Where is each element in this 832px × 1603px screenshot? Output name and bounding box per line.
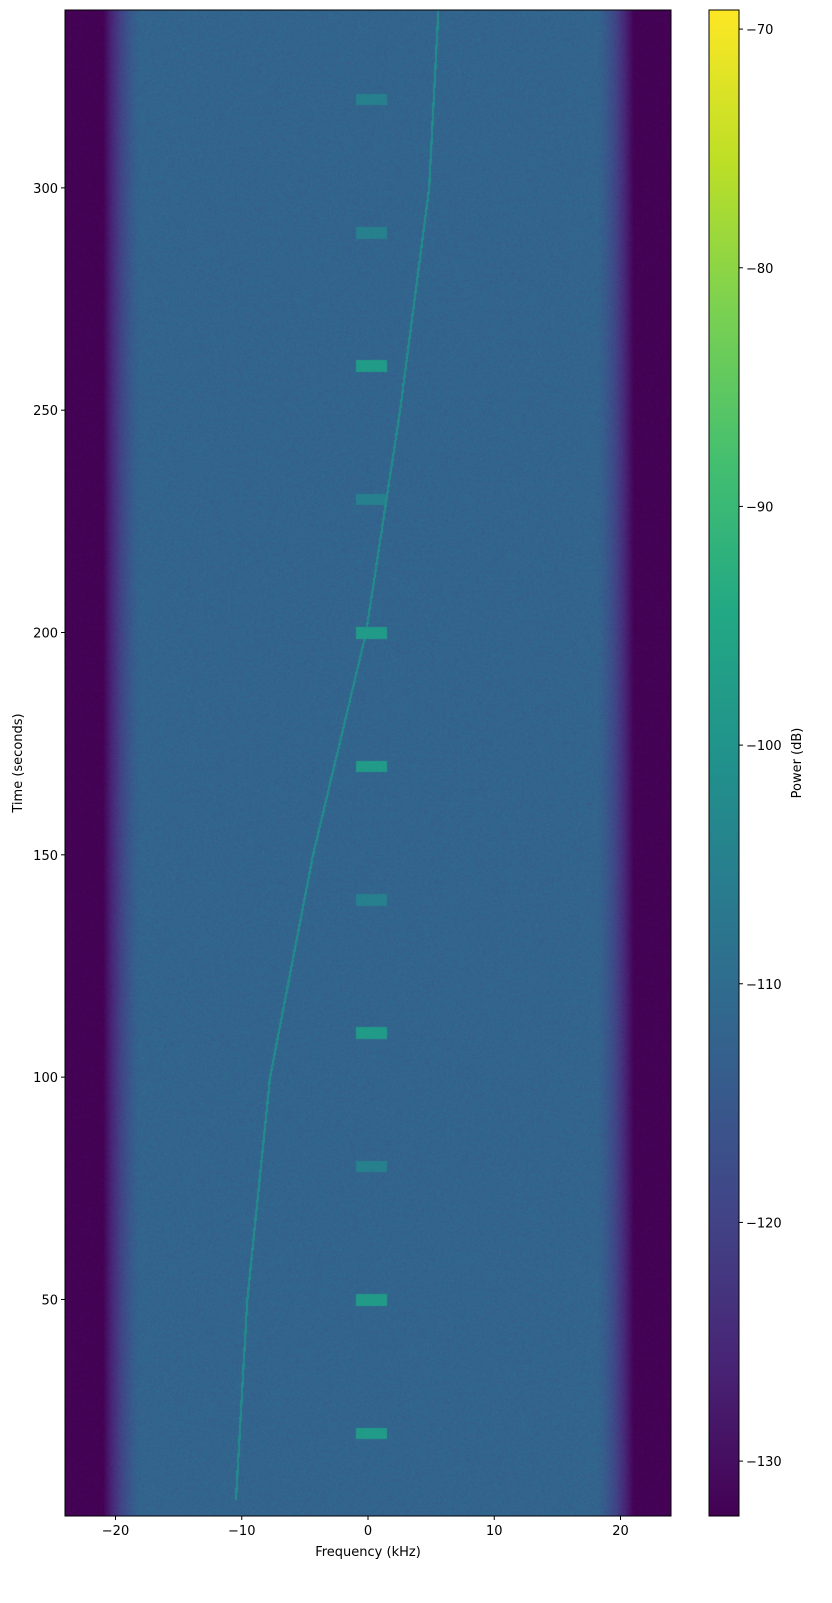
y-tick-label: 250: [33, 404, 58, 419]
colorbar-tick-label: −120: [746, 1216, 782, 1231]
x-tick-label: −20: [102, 1524, 129, 1539]
y-tick-label: 150: [33, 849, 58, 864]
y-axis-label: Time (seconds): [11, 713, 26, 813]
y-tick-label: 300: [33, 182, 58, 197]
x-tick-label: 0: [364, 1524, 372, 1539]
colorbar: [709, 10, 739, 1516]
colorbar-tick-label: −80: [746, 262, 773, 277]
x-axis-label: Frequency (kHz): [315, 1545, 421, 1560]
colorbar-tick-label: −130: [746, 1455, 782, 1470]
colorbar-tick-label: −90: [746, 500, 773, 515]
y-tick-label: 100: [33, 1071, 58, 1086]
x-tick-label: 10: [486, 1524, 503, 1539]
x-tick-label: 20: [612, 1524, 629, 1539]
colorbar-label: Power (dB): [790, 728, 805, 799]
y-tick-label: 200: [33, 626, 58, 641]
x-tick-label: −10: [228, 1524, 255, 1539]
plot-frame: [65, 10, 671, 1516]
colorbar-tick-label: −110: [746, 978, 782, 993]
colorbar-tick-label: −70: [746, 23, 773, 38]
y-tick-label: 50: [41, 1293, 58, 1308]
colorbar-tick-label: −100: [746, 739, 782, 754]
